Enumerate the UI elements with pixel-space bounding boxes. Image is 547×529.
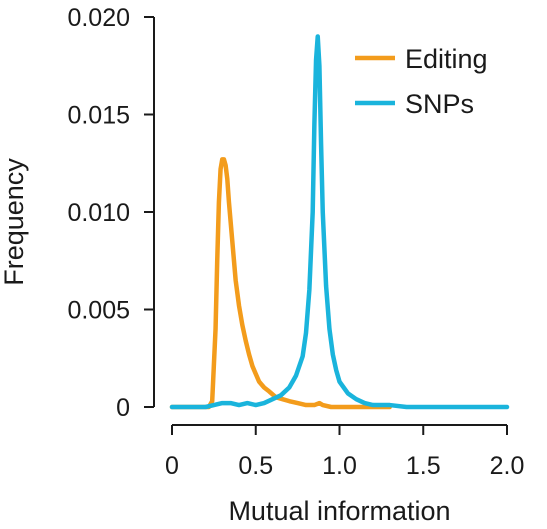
y-tick-label: 0.010 [67, 199, 130, 227]
series-line-editing [169, 157, 392, 410]
y-tick-label: 0 [116, 394, 130, 422]
y-tick-label: 0.020 [67, 4, 130, 32]
y-axis-title: Frequency [0, 158, 29, 286]
x-axis-title: Mutual information [228, 496, 450, 526]
x-tick-label: 1.0 [322, 452, 357, 480]
x-ticks: 0 0.5 1.0 1.5 2.0 [165, 425, 524, 480]
y-tick-label: 0.005 [67, 297, 130, 325]
series-group [169, 34, 510, 410]
legend-label-editing: Editing [405, 44, 488, 74]
y-ticks: 0 0.005 0.010 0.015 0.020 [67, 4, 154, 422]
legend: Editing SNPs [355, 44, 488, 119]
x-tick-label: 0.5 [238, 452, 273, 480]
x-tick-label: 0 [165, 452, 179, 480]
series-line-snps [169, 34, 510, 410]
x-tick-label: 2.0 [490, 452, 525, 480]
x-tick-label: 1.5 [406, 452, 441, 480]
y-tick-label: 0.015 [67, 102, 130, 130]
axes: 0 0.005 0.010 0.015 0.020 0 0.5 1.0 1.5 2.0 [67, 4, 524, 480]
legend-label-snps: SNPs [405, 89, 474, 119]
